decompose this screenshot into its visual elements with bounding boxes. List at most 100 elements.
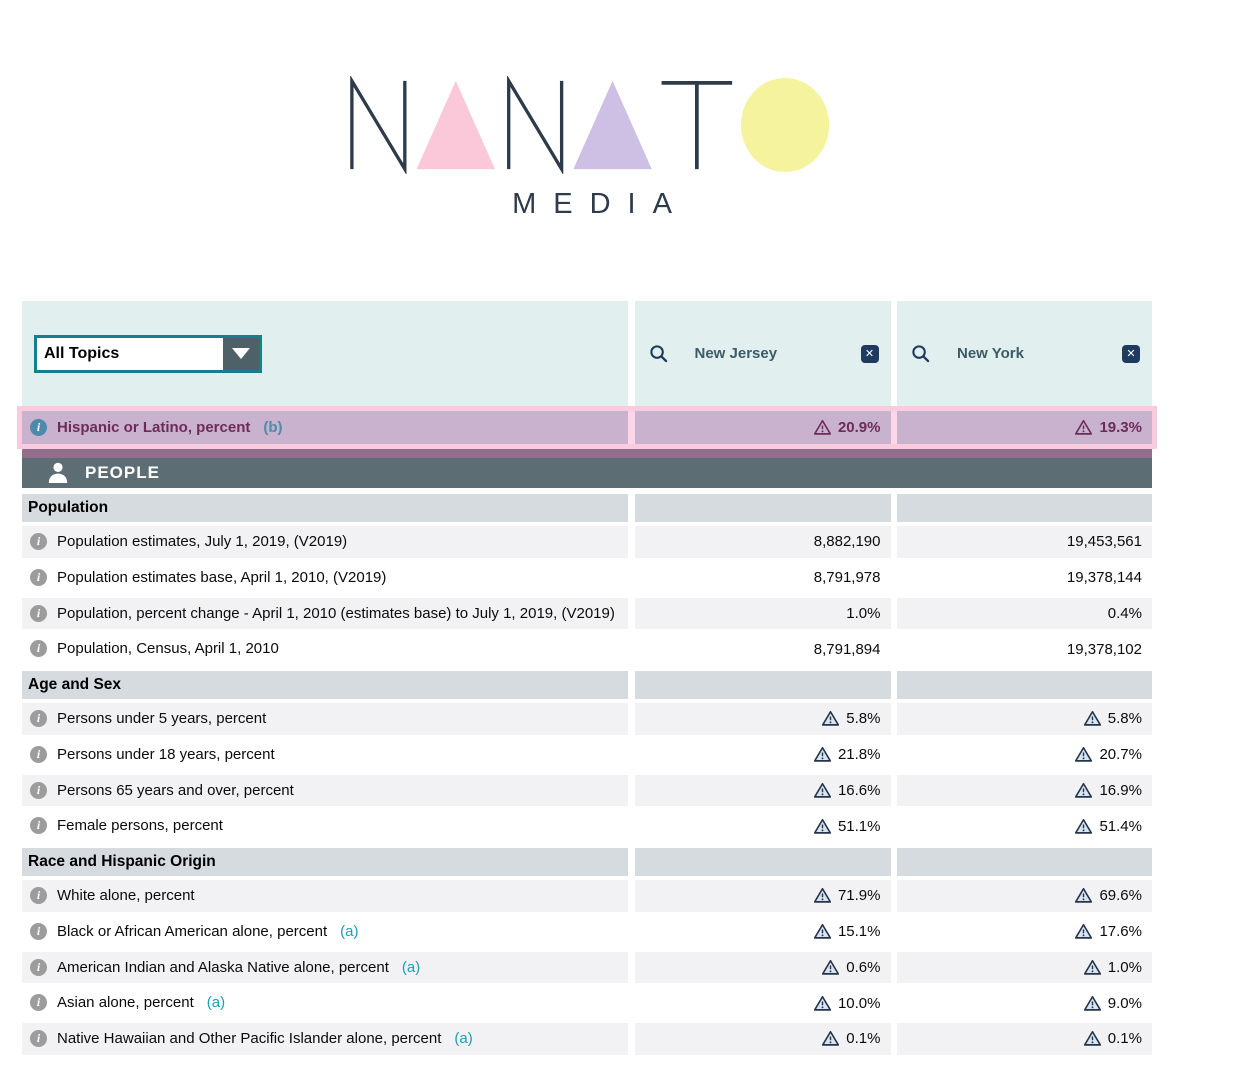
table-row: i American Indian and Alaska Native alon… [22,951,1152,984]
warning-icon[interactable] [813,746,831,763]
warning-icon[interactable] [1075,818,1093,835]
geo-search-new-jersey[interactable]: New Jersey ✕ [634,301,891,406]
value-cell: 10.0% [634,987,891,1019]
value-cell: 5.8% [634,703,891,735]
info-icon[interactable]: i [30,568,47,586]
table-group: Age and Sex i Persons under 5 years, per… [22,671,1152,842]
subheader-spacer [897,671,1152,699]
row-label-cell: i American Indian and Alaska Native alon… [22,951,628,984]
warning-icon[interactable] [813,419,831,436]
info-icon[interactable]: i [30,817,47,835]
value-text: 19,453,561 [1066,533,1142,551]
group-title-label: Race and Hispanic Origin [22,848,628,876]
clear-geography-icon[interactable]: ✕ [860,344,879,363]
value-cell: 16.6% [634,774,891,807]
value-cell: 1.0% [897,951,1152,984]
group-subheader-row: Age and Sex [22,671,1152,699]
warning-icon[interactable] [813,782,831,799]
value-cell: 9.0% [897,987,1152,1019]
table-row: i Persons 65 years and over, percent 16.… [22,774,1152,807]
info-icon[interactable]: i [30,604,47,622]
value-cell: 2.3% [634,1058,891,1066]
value-text: 19,378,102 [1066,640,1142,658]
value-text: 10.0% [837,994,881,1012]
warning-icon[interactable] [1075,419,1093,436]
info-icon[interactable]: i [30,710,47,727]
value-text: 9.0% [1107,994,1142,1012]
info-icon[interactable]: i [30,994,47,1012]
warning-icon[interactable] [1075,746,1093,763]
table-row: i Female persons, percent 51.1% 51.4% [22,810,1152,842]
value-text: 1.0% [846,604,881,622]
footnote-link-b[interactable]: (b) [263,419,283,436]
value-text: 71.9% [837,887,881,905]
info-icon[interactable]: i [30,781,47,799]
value-cell: 69.6% [897,880,1152,912]
value-text: 20.9% [837,419,881,436]
warning-icon[interactable] [1083,995,1101,1012]
warning-icon[interactable] [1075,782,1093,799]
table-group: Race and Hispanic Origin i White alone, … [22,848,1152,1066]
value-cell: 8,791,894 [634,633,891,665]
subheader-spacer [634,671,891,699]
dropdown-button[interactable] [223,337,259,370]
subheader-spacer [897,494,1152,522]
search-icon[interactable] [649,344,668,363]
value-cell: 2.7% [897,1058,1152,1066]
warning-icon[interactable] [822,1030,840,1047]
footnote-link[interactable]: (a) [454,1030,473,1047]
row-label: Population, Census, April 1, 2010 [57,640,279,658]
footnote-link[interactable]: (a) [340,922,359,940]
value-cell: 19,378,102 [897,633,1152,665]
warning-icon[interactable] [813,887,831,904]
value-text: 16.9% [1099,781,1142,799]
info-icon[interactable]: i [30,922,47,940]
value-text: 17.6% [1099,923,1142,941]
geo-search-new-york[interactable]: New York ✕ [897,301,1152,406]
table-row: i White alone, percent 71.9% 69.6% [22,880,1152,912]
warning-icon[interactable] [822,710,840,727]
table-row: i Population, Census, April 1, 2010 8,79… [22,633,1152,665]
subheader-spacer [634,848,891,876]
row-label: Female persons, percent [57,817,223,835]
info-icon[interactable]: i [30,419,47,436]
table-groups: Population i Population estimates, July … [22,494,1152,1066]
topics-dropdown[interactable]: All Topics [34,334,262,373]
value-text: 8,791,978 [813,569,881,587]
subheader-spacer [897,848,1152,876]
clear-geography-icon[interactable]: ✕ [1122,344,1140,363]
logo-letter-n1 [350,76,407,174]
warning-icon[interactable] [813,818,831,835]
row-label: Black or African American alone, percent [57,922,328,940]
warning-icon[interactable] [813,923,831,940]
info-icon[interactable]: i [30,887,47,904]
row-label-cell: i Population estimates, July 1, 2019, (V… [22,526,628,558]
warning-icon[interactable] [1083,710,1101,727]
footnote-link[interactable]: (a) [206,994,226,1012]
table-row: i Black or African American alone, perce… [22,915,1152,948]
logo-purple-triangle-a [573,80,652,170]
value-text: 51.1% [837,817,881,835]
row-label: Hispanic or Latino, percent [57,419,251,436]
table-header-row: All Topics New Jersey ✕ New York ✕ [22,301,1152,406]
value-cell: 1.0% [634,597,891,630]
warning-icon[interactable] [822,959,840,976]
info-icon[interactable]: i [30,1030,47,1047]
warning-icon[interactable] [813,995,831,1012]
warning-icon[interactable] [1075,887,1093,904]
value-text: 21.8% [837,746,881,764]
warning-icon[interactable] [1083,1030,1101,1047]
info-icon[interactable]: i [30,958,47,976]
info-icon[interactable]: i [30,640,47,658]
value-cell-new-jersey: 20.9% [634,411,891,444]
info-icon[interactable]: i [30,745,47,763]
footnote-link[interactable]: (a) [401,958,421,976]
table-row: i Persons under 18 years, percent 21.8% … [22,738,1152,771]
warning-icon[interactable] [1075,923,1093,940]
search-icon[interactable] [911,344,930,363]
value-cell: 20.7% [897,738,1152,771]
warning-icon[interactable] [1083,959,1101,976]
info-icon[interactable]: i [30,533,47,550]
row-label-cell: i Persons under 5 years, percent [22,703,628,735]
row-label-cell: i Black or African American alone, perce… [22,915,628,948]
